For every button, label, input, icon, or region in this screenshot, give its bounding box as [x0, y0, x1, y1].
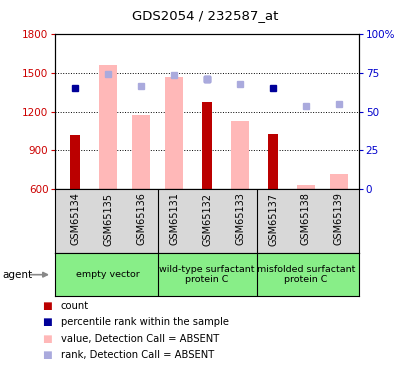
Text: misfolded surfactant
protein C: misfolded surfactant protein C: [256, 265, 354, 284]
Text: GSM65131: GSM65131: [169, 193, 179, 246]
Text: GSM65139: GSM65139: [333, 193, 343, 246]
Text: GSM65132: GSM65132: [202, 193, 211, 246]
Bar: [202, 102, 211, 189]
Text: GSM65137: GSM65137: [267, 193, 277, 246]
Text: GSM65136: GSM65136: [136, 193, 146, 246]
Text: count: count: [61, 301, 89, 310]
Text: percentile rank within the sample: percentile rank within the sample: [61, 317, 228, 327]
Text: value, Detection Call = ABSENT: value, Detection Call = ABSENT: [61, 334, 218, 344]
Bar: [164, 76, 183, 189]
Bar: [132, 116, 150, 189]
Text: agent: agent: [2, 270, 32, 280]
Text: GSM65133: GSM65133: [234, 193, 245, 246]
Bar: [329, 174, 347, 189]
Text: ■: ■: [42, 334, 52, 344]
Bar: [267, 134, 277, 189]
Bar: [99, 65, 117, 189]
Bar: [296, 185, 314, 189]
Text: GDS2054 / 232587_at: GDS2054 / 232587_at: [131, 9, 278, 22]
Text: rank, Detection Call = ABSENT: rank, Detection Call = ABSENT: [61, 350, 213, 360]
Text: GSM65135: GSM65135: [103, 193, 113, 246]
Text: ■: ■: [42, 301, 52, 310]
Bar: [230, 121, 249, 189]
Bar: [70, 135, 80, 189]
Text: GSM65134: GSM65134: [70, 193, 80, 246]
Text: GSM65138: GSM65138: [300, 193, 310, 246]
Text: wild-type surfactant
protein C: wild-type surfactant protein C: [159, 265, 254, 284]
Text: ■: ■: [42, 350, 52, 360]
Text: empty vector: empty vector: [76, 270, 139, 279]
Text: ■: ■: [42, 317, 52, 327]
